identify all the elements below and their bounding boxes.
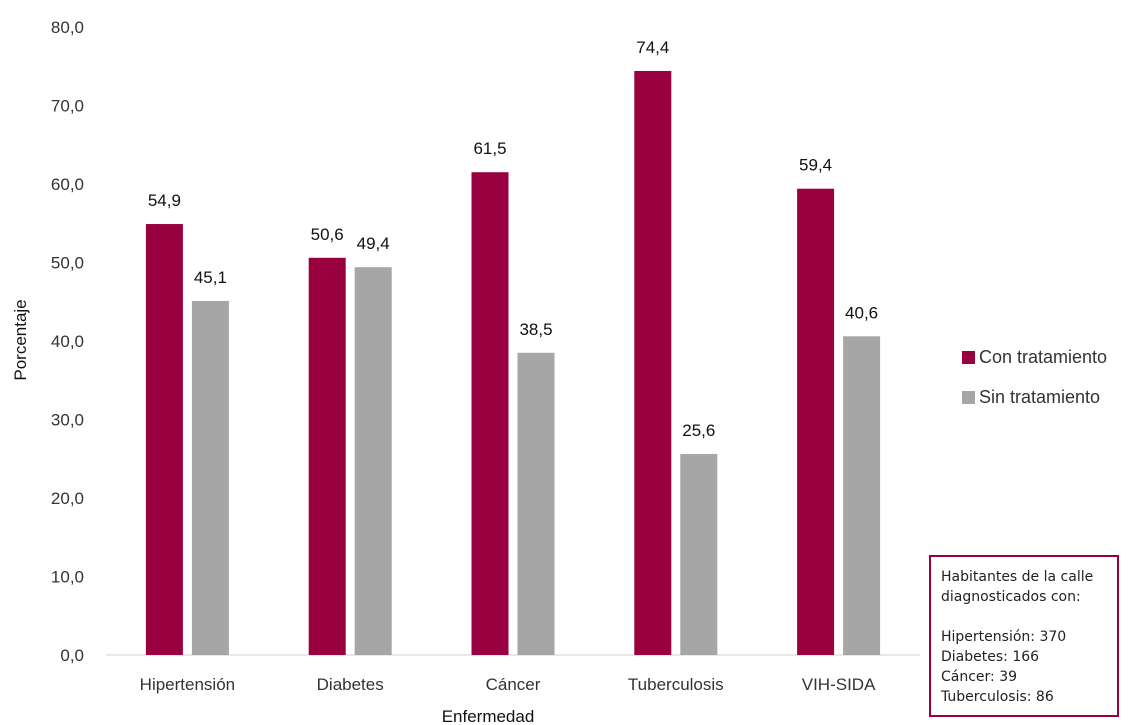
bar	[308, 257, 346, 655]
x-tick-label: Tuberculosis	[628, 675, 724, 694]
y-tick-label: 30,0	[51, 411, 84, 430]
y-tick-label: 70,0	[51, 97, 84, 116]
y-tick-label: 0,0	[60, 646, 84, 665]
chart-legend: Con tratamiento Sin tratamiento	[962, 345, 1107, 425]
data-label: 45,1	[194, 268, 227, 287]
data-label: 49,4	[357, 234, 390, 253]
x-tick-label: Diabetes	[317, 675, 384, 694]
legend-swatch-con-tratamiento	[962, 350, 975, 364]
x-axis-title: Enfermedad	[442, 707, 535, 725]
data-label: 61,5	[473, 139, 506, 158]
y-tick-label: 40,0	[51, 332, 84, 351]
note-line-hipertension: Hipertensión: 370	[941, 629, 1067, 645]
diagnosis-note-box: Habitantes de la calle diagnosticados co…	[929, 555, 1119, 717]
bar	[471, 172, 509, 655]
y-tick-label: 50,0	[51, 254, 84, 273]
bar	[191, 300, 229, 655]
bar	[797, 188, 835, 655]
data-label: 38,5	[519, 320, 552, 339]
legend-label-sin-tratamiento: Sin tratamiento	[979, 386, 1101, 407]
x-tick-label: Hipertensión	[140, 675, 235, 694]
note-line-tuberculosis: Tuberculosis: 86	[941, 689, 1054, 705]
bar	[680, 454, 718, 655]
bar	[634, 70, 672, 655]
y-tick-label: 80,0	[51, 18, 84, 37]
data-label: 25,6	[682, 421, 715, 440]
x-tick-label: Cáncer	[486, 675, 541, 694]
legend-item-con-tratamiento: Con tratamiento	[962, 345, 1107, 369]
note-heading: Habitantes de la calle diagnosticados co…	[941, 569, 1094, 605]
bar	[354, 267, 392, 655]
bar	[145, 224, 183, 655]
y-tick-label: 10,0	[51, 568, 84, 587]
y-tick-label: 20,0	[51, 489, 84, 508]
note-line-cancer: Cáncer: 39	[941, 669, 1018, 685]
data-label: 59,4	[799, 156, 832, 175]
data-label: 74,4	[636, 38, 669, 57]
legend-swatch-sin-tratamiento	[962, 390, 975, 404]
note-line-diabetes: Diabetes: 166	[941, 649, 1040, 665]
x-tick-label: VIH-SIDA	[802, 675, 876, 694]
bar	[843, 336, 881, 655]
y-tick-label: 60,0	[51, 175, 84, 194]
data-label: 40,6	[845, 303, 878, 322]
legend-item-sin-tratamiento: Sin tratamiento	[962, 385, 1107, 409]
y-axis-title: Porcentaje	[11, 299, 30, 380]
legend-label-con-tratamiento: Con tratamiento	[979, 346, 1108, 367]
data-label: 50,6	[311, 225, 344, 244]
bar	[517, 352, 555, 655]
data-label: 54,9	[148, 191, 181, 210]
